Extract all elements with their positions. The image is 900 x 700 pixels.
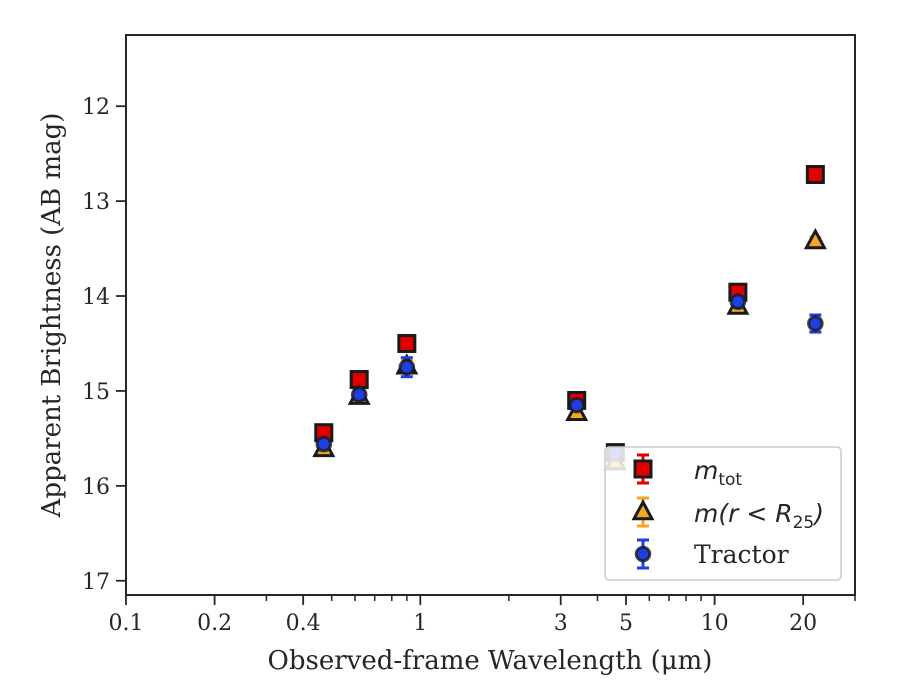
data-point — [315, 435, 333, 453]
legend-label-mtot: mtot — [694, 456, 742, 490]
x-tick-label: 10 — [701, 611, 729, 636]
x-axis-ticks: 0.1 0.2 0.4 1 3 5 10 20 — [109, 595, 856, 636]
legend-label-tractor: Tractor — [694, 540, 789, 569]
data-point — [397, 333, 417, 353]
legend-marker-square — [633, 459, 653, 479]
legend-markers — [631, 453, 655, 570]
data-point — [805, 165, 825, 185]
y-tick-label: 12 — [82, 95, 110, 120]
legend-label-mtot-main: m — [694, 456, 718, 485]
x-tick-label: 3 — [554, 611, 568, 636]
x-tick-label: 20 — [789, 611, 817, 636]
x-tick-label: 5 — [619, 611, 633, 636]
x-tick-label: 0.4 — [286, 611, 321, 636]
x-axis-label: Observed-frame Wavelength (μm) — [268, 646, 713, 676]
legend-label-mtot-sub: tot — [718, 470, 742, 490]
y-tick-label: 13 — [82, 190, 110, 215]
legend-box — [604, 446, 842, 581]
data-point — [398, 358, 416, 376]
legend-label-mr25: m(r < R25) — [694, 499, 824, 533]
y-tick-label: 15 — [82, 380, 110, 405]
data-point — [350, 386, 368, 404]
legend-marker-circle — [634, 545, 652, 563]
x-tick-label: 0.2 — [197, 611, 232, 636]
y-tick-label: 17 — [82, 570, 110, 595]
data-point — [568, 396, 586, 414]
data-point — [729, 293, 747, 311]
data-point — [807, 315, 824, 332]
legend-marker-triangle — [631, 498, 655, 521]
legend-label-mr25-tail: ) — [812, 499, 824, 528]
y-axis-label: Apparent Brightness (AB mag) — [37, 113, 67, 519]
legend-label-mr25-main: m(r < R — [694, 499, 793, 528]
y-axis-ticks: 12 13 14 15 16 17 — [82, 95, 126, 595]
y-tick-label: 16 — [82, 475, 110, 500]
y-tick-label: 14 — [82, 285, 110, 310]
legend: mtot m(r < R25) Tractor — [604, 446, 842, 581]
x-tick-label: 0.1 — [109, 611, 144, 636]
legend-label-mr25-sub: 25 — [793, 513, 815, 533]
x-tick-label: 1 — [413, 611, 427, 636]
data-point — [803, 227, 827, 250]
